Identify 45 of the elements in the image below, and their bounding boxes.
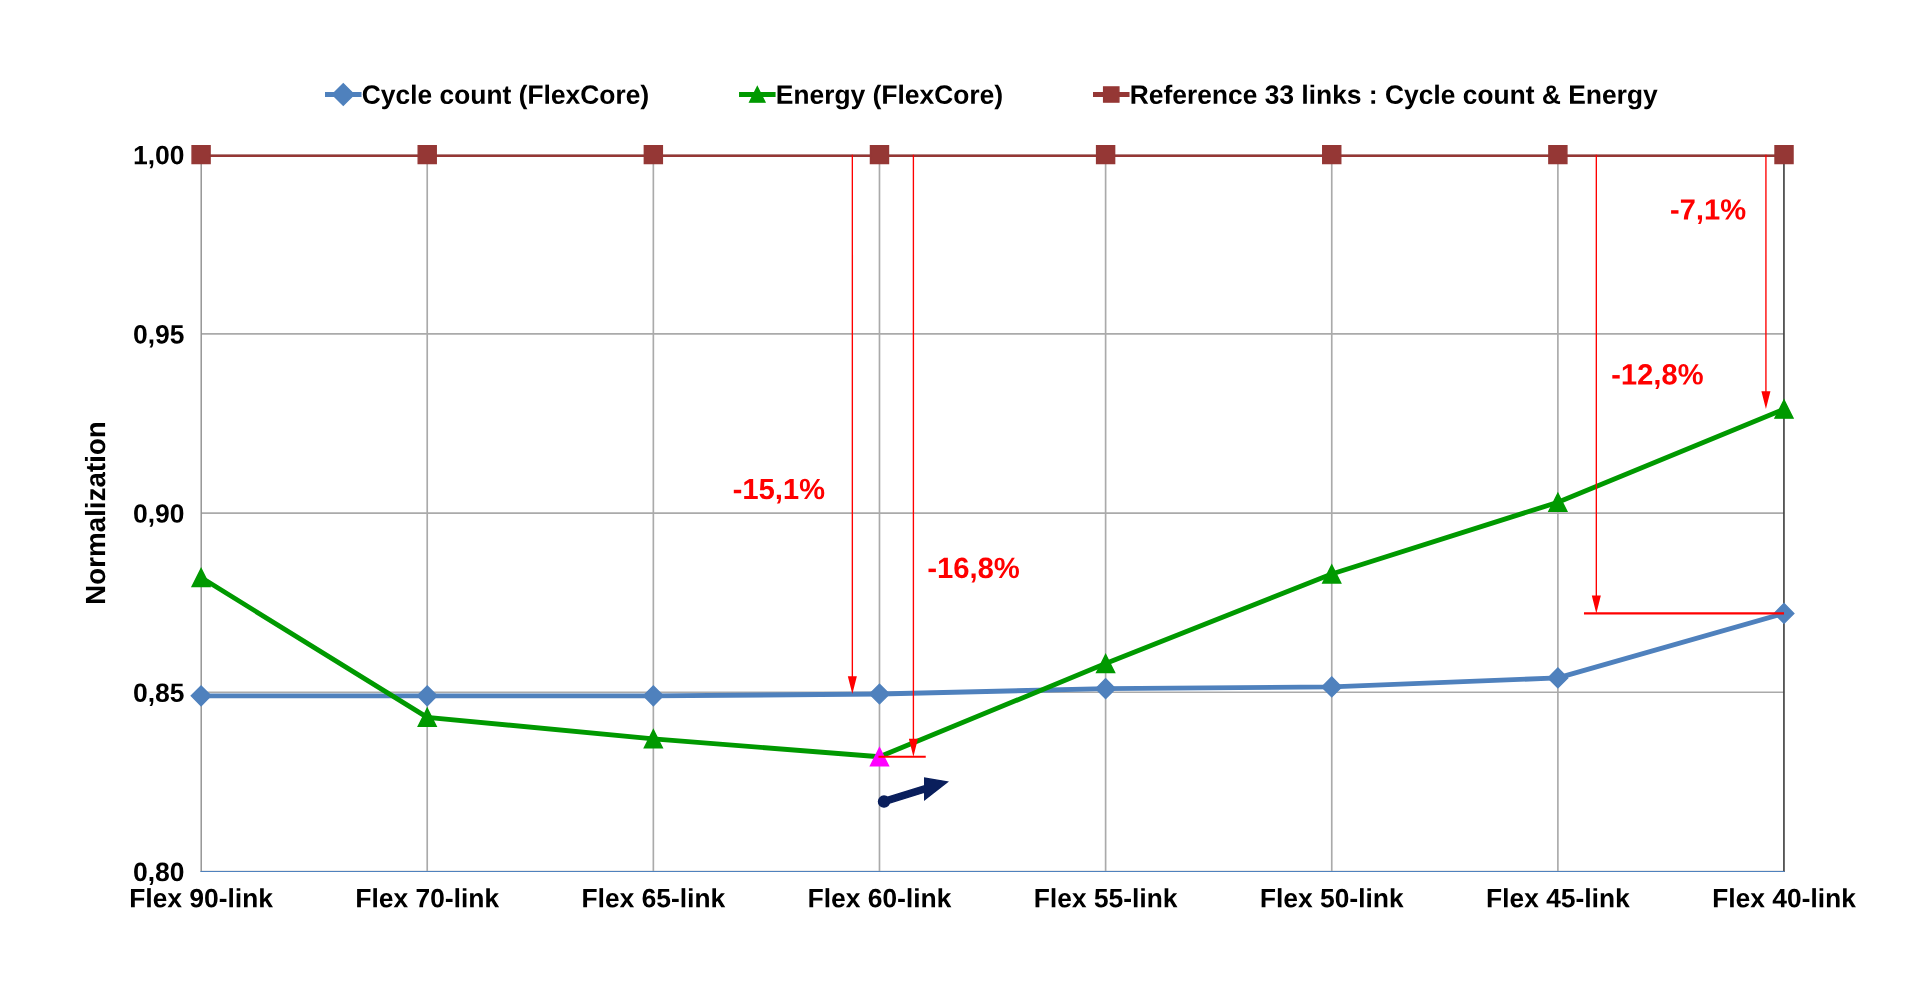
annotation: -16,8%: [928, 557, 1019, 583]
legend-label: Energy (FlexCore): [777, 84, 1002, 110]
x-tick-label: Flex 55-link: [1035, 888, 1178, 908]
annotation: -15,1%: [733, 478, 825, 504]
point: [1773, 602, 1795, 624]
x-tick-label: Flex 40-link: [1713, 888, 1856, 908]
point: [643, 729, 664, 749]
y-tick-label: 0,90: [134, 504, 184, 527]
point: [1774, 144, 1794, 165]
y-tick-label: 0,80: [134, 862, 184, 886]
point: [1548, 144, 1568, 165]
legend-label: Reference 33 links : Cycle count & Energy: [1131, 84, 1658, 110]
point: [1547, 667, 1569, 689]
point: [1095, 678, 1117, 700]
x-tick-label: Flex 70-link: [357, 888, 500, 908]
point: [1095, 144, 1116, 165]
y-tick-label: 1,00: [134, 145, 184, 169]
point: [642, 685, 664, 707]
point: [1548, 492, 1568, 513]
point: [1322, 564, 1342, 584]
x-tick-label: Flex 45-link: [1487, 888, 1630, 908]
annotation: -12,8%: [1612, 364, 1703, 389]
point: [868, 683, 890, 705]
point: [869, 747, 890, 767]
point: [190, 685, 212, 707]
point: [191, 144, 211, 165]
point: [1774, 399, 1794, 419]
point: [643, 144, 664, 165]
y-tick-label: 0,95: [134, 324, 184, 348]
y-tick-label: 0,85: [134, 683, 184, 706]
point: [1095, 653, 1116, 674]
point: [1321, 676, 1343, 698]
point: [417, 144, 437, 165]
x-tick-label: Flex 60-link: [809, 888, 952, 908]
point: [191, 567, 211, 588]
point: [1322, 144, 1342, 165]
point: [417, 707, 437, 728]
x-tick-label: Flex 65-link: [583, 888, 726, 908]
point: [416, 685, 438, 707]
point: [869, 144, 890, 165]
x-tick-label: Flex 90-link: [130, 888, 273, 908]
y-axis-title: Normalization: [84, 422, 106, 604]
legend-label: Cycle count (FlexCore): [362, 84, 648, 110]
x-tick-label: Flex 50-link: [1261, 888, 1404, 908]
annotation: -7,1%: [1671, 199, 1746, 225]
